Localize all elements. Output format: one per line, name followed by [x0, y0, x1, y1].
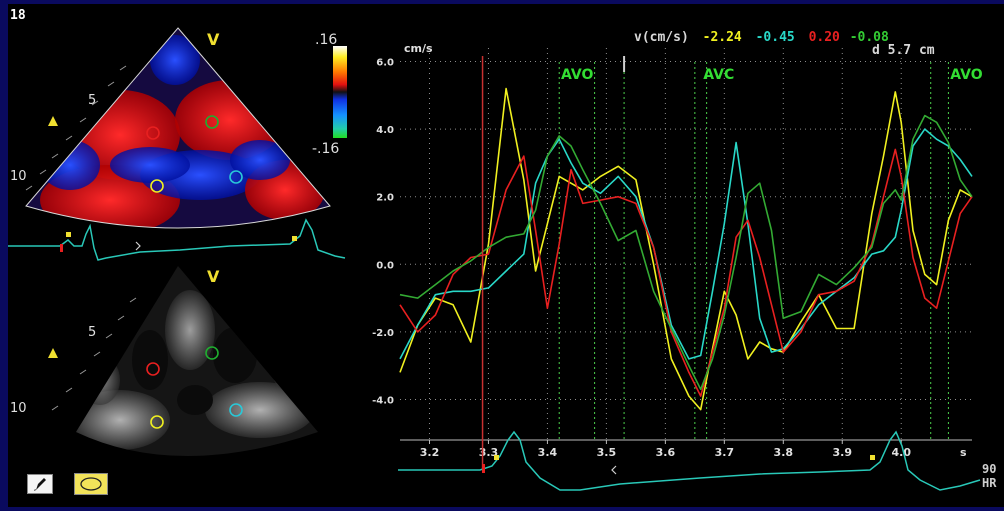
roi-cyan-top: [229, 170, 243, 184]
readout-value-yellow: -2.24: [702, 30, 742, 45]
roi-markers-top: [146, 115, 243, 193]
focus-marker-top: [48, 116, 58, 126]
colorbar-min-label: -.16: [312, 141, 339, 157]
readout-label: v(cm/s): [634, 30, 689, 45]
y-tick-label: -2.0: [372, 328, 394, 339]
roi-green-top: [205, 115, 219, 129]
color-doppler-sector: [25, 27, 331, 229]
x-tick-label: 3.5: [597, 446, 617, 459]
depth-label-5-bottom: 5: [88, 325, 96, 340]
image-number: 18: [10, 8, 26, 23]
velocity-readout: v(cm/s) -2.24 -0.45 0.20 -0.08: [634, 30, 889, 45]
focus-marker-bottom: [48, 348, 58, 358]
valve-event-label: AVO: [561, 67, 593, 83]
roi-green-bottom: [205, 346, 219, 360]
roi-red-bottom: [146, 362, 160, 376]
roi-red-top: [146, 126, 160, 140]
roi-cyan-bottom: [229, 403, 243, 417]
distance-readout: d 5.7 cm: [872, 43, 935, 58]
depth-label-5-top: 5: [88, 93, 96, 108]
velocity-colorbar: [333, 46, 347, 138]
velocity-series-0: [399, 87, 973, 411]
heart-rate-label: HR: [982, 476, 997, 490]
roi-yellow-bottom: [150, 415, 164, 429]
x-tick-label: 3.4: [538, 446, 558, 459]
y-tick-label: 0.0: [376, 260, 394, 271]
x-tick-label: 3.3: [479, 446, 499, 459]
velocity-series-2: [399, 148, 973, 397]
bmode-sector: [76, 266, 318, 456]
orientation-marker-bottom: V: [207, 267, 220, 286]
y-tick-label: 6.0: [376, 58, 394, 69]
velocity-series-1: [399, 128, 973, 360]
y-axis-unit-label: cm/s: [404, 42, 433, 55]
y-tick-label: 2.0: [376, 193, 394, 204]
depth-label-10-bottom: 10: [10, 401, 27, 416]
roi-yellow-top: [150, 179, 164, 193]
orientation-marker-top: V: [207, 30, 220, 49]
ecg-trace-left: [8, 218, 346, 261]
valve-event-label: AVC: [703, 67, 734, 83]
x-tick-label: 3.9: [833, 446, 853, 459]
y-tick-label: 4.0: [376, 125, 394, 136]
readout-value-cyan: -0.45: [755, 30, 795, 45]
y-tick-label: -4.0: [372, 395, 394, 406]
ecg-trace-chart: [398, 430, 981, 491]
pencil-icon: [34, 478, 46, 491]
depth-scale-ticks: [25, 65, 137, 411]
x-tick-label: 3.7: [715, 446, 735, 459]
ellipse-roi-tool-button[interactable]: [74, 473, 108, 495]
valve-event-label: AVO: [950, 67, 982, 83]
colorbar-max-label: .16: [315, 32, 337, 48]
roi-markers-bottom: [146, 346, 243, 429]
depth-label-10-top: 10: [10, 169, 27, 184]
ellipse-icon: [80, 477, 102, 491]
x-tick-label: 3.6: [656, 446, 676, 459]
x-tick-label: 3.2: [420, 446, 440, 459]
heart-rate-value: 90: [982, 462, 997, 476]
x-axis-unit-label: s: [960, 446, 967, 459]
velocity-chart: 6.0 4.0 2.0 0.0 -2.0 -4.0 3.2 3.3 3.4 3.5 3.6 3.7 3.…: [372, 42, 983, 470]
readout-value-red: 0.20: [808, 30, 840, 45]
pencil-tool-button[interactable]: [27, 474, 53, 494]
x-tick-label: 4.0: [891, 446, 911, 459]
velocity-series-3: [399, 114, 973, 391]
heart-rate: 90 HR: [982, 462, 996, 490]
x-tick-label: 3.8: [774, 446, 794, 459]
readout-value-green: -0.08: [849, 30, 889, 45]
